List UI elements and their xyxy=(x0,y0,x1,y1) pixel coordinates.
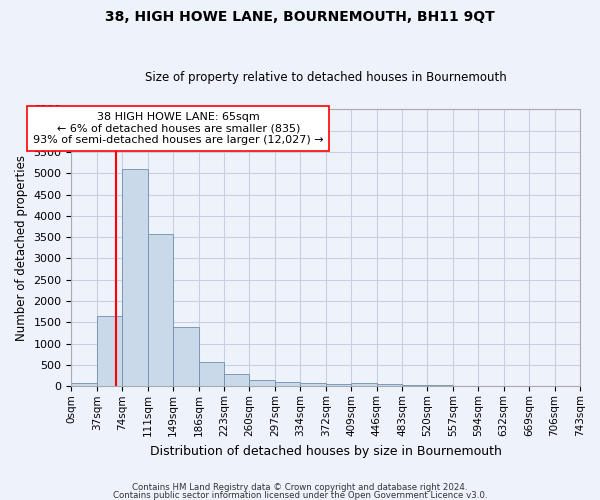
Y-axis label: Number of detached properties: Number of detached properties xyxy=(15,155,28,341)
Text: Contains HM Land Registry data © Crown copyright and database right 2024.: Contains HM Land Registry data © Crown c… xyxy=(132,484,468,492)
Bar xyxy=(377,384,402,386)
Bar xyxy=(199,362,224,386)
Text: 38, HIGH HOWE LANE, BOURNEMOUTH, BH11 9QT: 38, HIGH HOWE LANE, BOURNEMOUTH, BH11 9Q… xyxy=(105,10,495,24)
Bar xyxy=(97,316,122,386)
Bar xyxy=(122,169,148,386)
Bar xyxy=(173,326,199,386)
Bar xyxy=(326,384,351,386)
Bar xyxy=(427,385,453,386)
Bar xyxy=(148,234,173,386)
Bar xyxy=(71,383,97,386)
Title: Size of property relative to detached houses in Bournemouth: Size of property relative to detached ho… xyxy=(145,72,506,85)
Text: Contains public sector information licensed under the Open Government Licence v3: Contains public sector information licen… xyxy=(113,490,487,500)
Bar xyxy=(300,383,326,386)
Bar xyxy=(224,374,250,386)
Bar xyxy=(250,380,275,386)
X-axis label: Distribution of detached houses by size in Bournemouth: Distribution of detached houses by size … xyxy=(150,444,502,458)
Bar xyxy=(275,382,300,386)
Bar xyxy=(402,385,427,386)
Text: 38 HIGH HOWE LANE: 65sqm
← 6% of detached houses are smaller (835)
93% of semi-d: 38 HIGH HOWE LANE: 65sqm ← 6% of detache… xyxy=(33,112,323,145)
Bar xyxy=(351,384,377,386)
